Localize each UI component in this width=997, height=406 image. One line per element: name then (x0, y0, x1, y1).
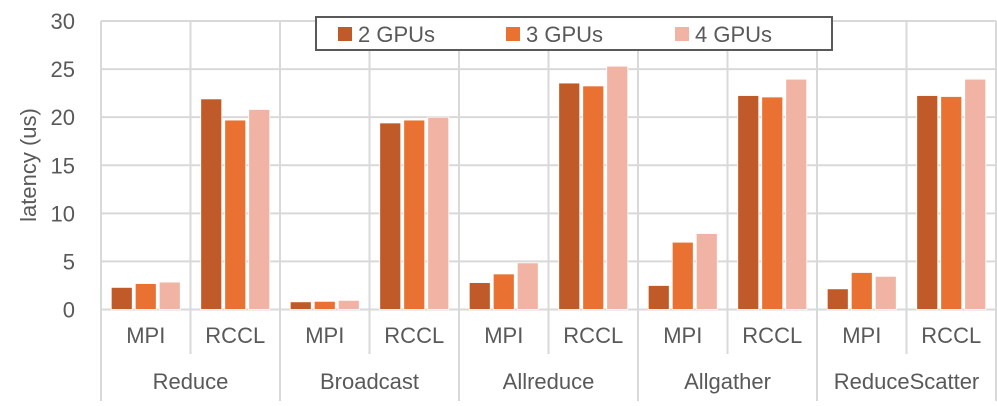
group-label: Broadcast (320, 369, 419, 394)
y-tick-label: 20 (51, 105, 75, 130)
bar-2-gpus (737, 95, 760, 310)
legend-label: 4 GPUs (695, 22, 772, 47)
subcategory-label: RCCL (205, 323, 265, 348)
bar-2-gpus (558, 82, 581, 310)
legend-label: 2 GPUs (358, 22, 435, 47)
bar-4-gpus (695, 233, 718, 310)
bar-4-gpus (516, 262, 539, 310)
subcategory-label: MPI (305, 323, 344, 348)
bar-3-gpus (403, 119, 426, 310)
bar-4-gpus (874, 275, 897, 310)
legend: 2 GPUs 3 GPUs 4 GPUs (315, 16, 833, 51)
y-tick-label: 15 (51, 153, 75, 178)
legend-swatch (506, 27, 520, 41)
bar-4-gpus (337, 299, 360, 310)
bar-4-gpus (785, 78, 808, 310)
bar-3-gpus (850, 272, 873, 310)
bar-3-gpus (582, 85, 605, 310)
y-axis-label: latency (us) (16, 108, 41, 222)
bar-4-gpus (248, 109, 271, 310)
subcategory-label: MPI (126, 323, 165, 348)
y-axis-ticks: 0 5 10 15 20 25 30 (51, 9, 75, 323)
subcategory-label: MPI (663, 323, 702, 348)
bar-3-gpus (492, 273, 515, 310)
bar-2-gpus (200, 98, 223, 310)
y-tick-label: 25 (51, 57, 75, 82)
bar-2-gpus (110, 286, 133, 310)
bar-2-gpus (468, 282, 491, 310)
subcategory-label: RCCL (742, 323, 802, 348)
subcategory-label: MPI (842, 323, 881, 348)
bars (110, 65, 987, 310)
y-tick-label: 10 (51, 201, 75, 226)
group-label: Allgather (684, 369, 771, 394)
bar-3-gpus (940, 96, 963, 310)
y-tick-label: 5 (63, 249, 75, 274)
group-label: ReduceScatter (834, 369, 980, 394)
bar-4-gpus (427, 116, 450, 310)
bar-4-gpus (964, 78, 987, 310)
bar-3-gpus (313, 300, 336, 310)
subcategory-label: RCCL (563, 323, 623, 348)
bar-2-gpus (826, 288, 849, 310)
bar-3-gpus (134, 283, 157, 310)
group-label: Reduce (153, 369, 229, 394)
subcategory-label: RCCL (384, 323, 444, 348)
legend-swatch (338, 27, 352, 41)
legend-box (315, 16, 833, 51)
bar-2-gpus (379, 122, 402, 310)
bar-4-gpus (158, 281, 181, 310)
bar-4-gpus (606, 65, 629, 310)
y-tick-label: 30 (51, 9, 75, 34)
bar-3-gpus (761, 96, 784, 310)
bar-3-gpus (671, 241, 694, 310)
bar-2-gpus (289, 301, 312, 310)
y-tick-label: 0 (63, 298, 75, 323)
gridlines (100, 20, 997, 401)
legend-label: 3 GPUs (526, 22, 603, 47)
bar-2-gpus (647, 285, 670, 310)
x-axis-labels: Reduce MPI RCCL Broadcast MPI RCCL Allreduce MP… (126, 323, 981, 394)
subcategory-label: MPI (484, 323, 523, 348)
group-label: Allreduce (503, 369, 595, 394)
bar-3-gpus (224, 119, 247, 310)
subcategory-label: RCCL (921, 323, 981, 348)
legend-swatch (675, 27, 689, 41)
bar-2-gpus (916, 95, 939, 310)
